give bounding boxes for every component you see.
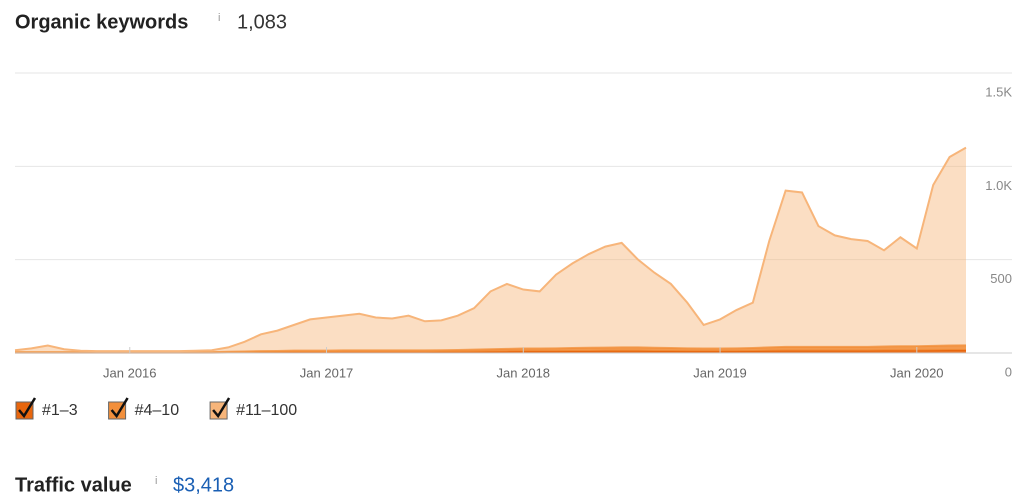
legend-item[interactable]: #4–10 bbox=[108, 397, 180, 420]
section-title: Traffic value bbox=[15, 474, 132, 496]
section-title: Organic keywords bbox=[15, 11, 188, 33]
legend-item[interactable]: #1–3 bbox=[15, 397, 78, 420]
y-tick-label: 1.5K bbox=[985, 84, 1012, 99]
x-tick-label: Jan 2019 bbox=[693, 365, 747, 380]
area bbox=[15, 147, 966, 353]
check-mark bbox=[110, 397, 129, 419]
x-tick-label: Jan 2017 bbox=[300, 365, 354, 380]
legend-label[interactable]: #1–3 bbox=[42, 402, 78, 419]
x-tick-label: Jan 2020 bbox=[890, 365, 944, 380]
legend-label[interactable]: #4–10 bbox=[135, 402, 180, 419]
area bbox=[15, 345, 966, 353]
area-line bbox=[14, 146, 967, 353]
keywords-total: 1,083 bbox=[237, 11, 287, 33]
legend-label[interactable]: #11–100 bbox=[236, 402, 297, 419]
plot-area: 0 500 1.0K 1.5K Jan 2016 Jan 2017 Jan 2018 Jan … bbox=[14, 72, 1012, 380]
info-icon[interactable]: i bbox=[218, 12, 220, 24]
check-mark bbox=[212, 397, 231, 419]
x-tick-label: Jan 2018 bbox=[497, 365, 551, 380]
legend: #1–3 #4–10 #11–100 bbox=[15, 397, 297, 420]
y-tick-label: 500 bbox=[990, 271, 1012, 286]
check-mark bbox=[18, 397, 37, 419]
traffic-value: $3,418 bbox=[173, 474, 234, 496]
y-tick-label: 1.0K bbox=[985, 178, 1012, 193]
y-tick-label: 0 bbox=[1005, 364, 1012, 379]
legend-item[interactable]: #11–100 bbox=[209, 397, 297, 420]
info-icon[interactable]: i bbox=[155, 475, 157, 487]
x-tick-label: Jan 2016 bbox=[103, 365, 157, 380]
